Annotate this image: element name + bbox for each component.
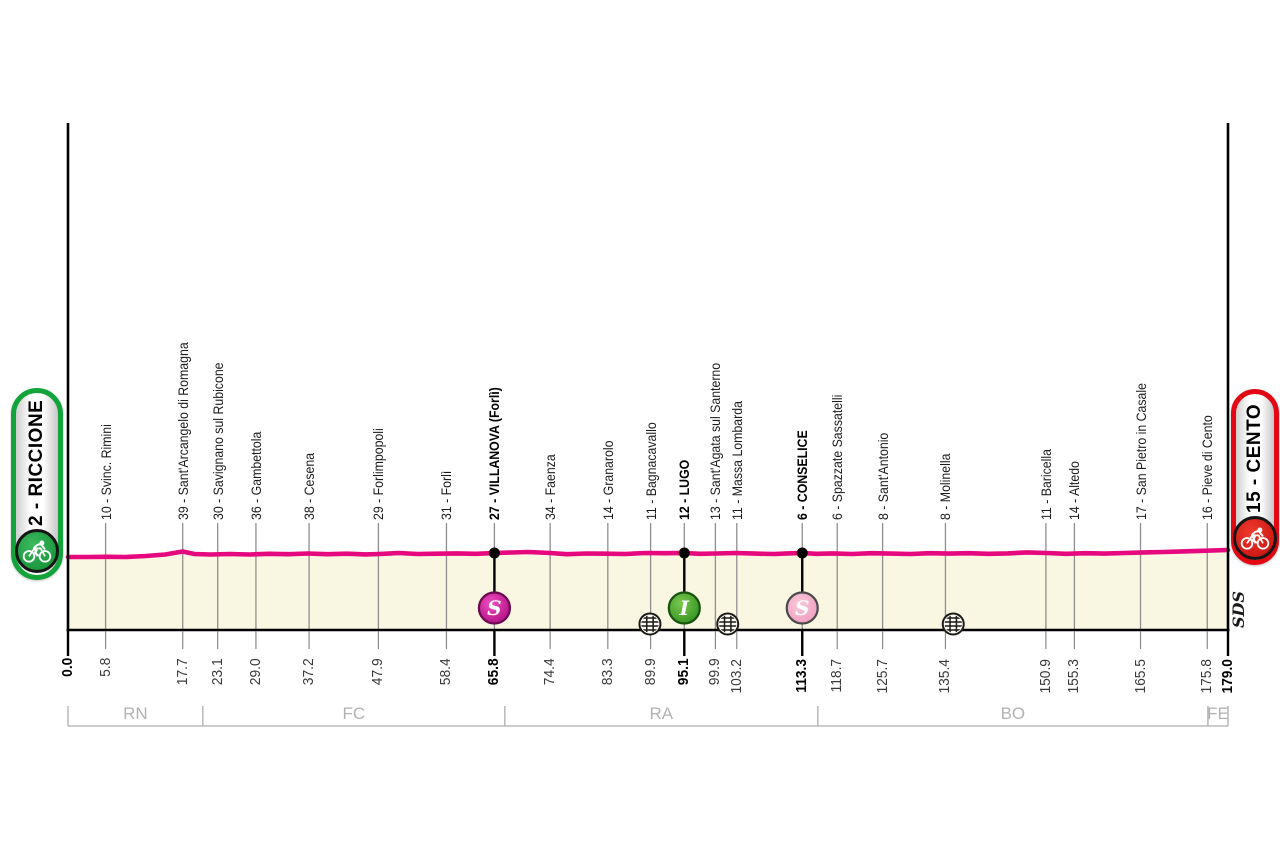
finish-badge: 15 - CENTO (1231, 389, 1279, 565)
intergiro-lugo: I (667, 547, 701, 625)
profile-dot (678, 547, 690, 559)
level-crossing-icon (638, 612, 662, 636)
crossing-grid (641, 615, 659, 633)
cyclist-icon (1239, 526, 1271, 550)
start-badge: 2 - RICCIONE (11, 388, 63, 580)
level-crossing-icons (638, 612, 965, 636)
start-cyclist-badge (15, 529, 59, 573)
marker-letter: S (795, 596, 809, 620)
cyclist-icon (21, 539, 53, 563)
finish-cyclist-badge (1233, 516, 1277, 560)
km-ticks (66, 631, 1230, 656)
marker-letter: S (487, 596, 501, 620)
crossing-grid (719, 615, 737, 633)
province-bracket (67, 706, 1229, 727)
marker-circle (477, 591, 512, 625)
crossing-ring (638, 612, 662, 636)
finish-badge-label: 15 - CENTO (1244, 403, 1265, 513)
profile-dot (488, 547, 500, 559)
start-badge-label: 2 - RICCIONE (26, 399, 47, 526)
marker-circle (785, 591, 819, 625)
sprint-villanova: S (477, 547, 512, 625)
crossing-ring (941, 612, 965, 636)
level-crossing-icon (941, 612, 965, 636)
marker-circle (667, 591, 701, 625)
marker-letter: I (679, 596, 690, 620)
province-bracket-line (67, 706, 1229, 727)
elevation-area (68, 550, 1228, 630)
sprint-conselice: S (785, 547, 819, 625)
crossing-ring (716, 612, 740, 636)
crossing-grid (944, 615, 962, 633)
profile-dot (796, 547, 808, 559)
elevation-line (65, 547, 1231, 560)
level-crossing-icon (716, 612, 740, 636)
